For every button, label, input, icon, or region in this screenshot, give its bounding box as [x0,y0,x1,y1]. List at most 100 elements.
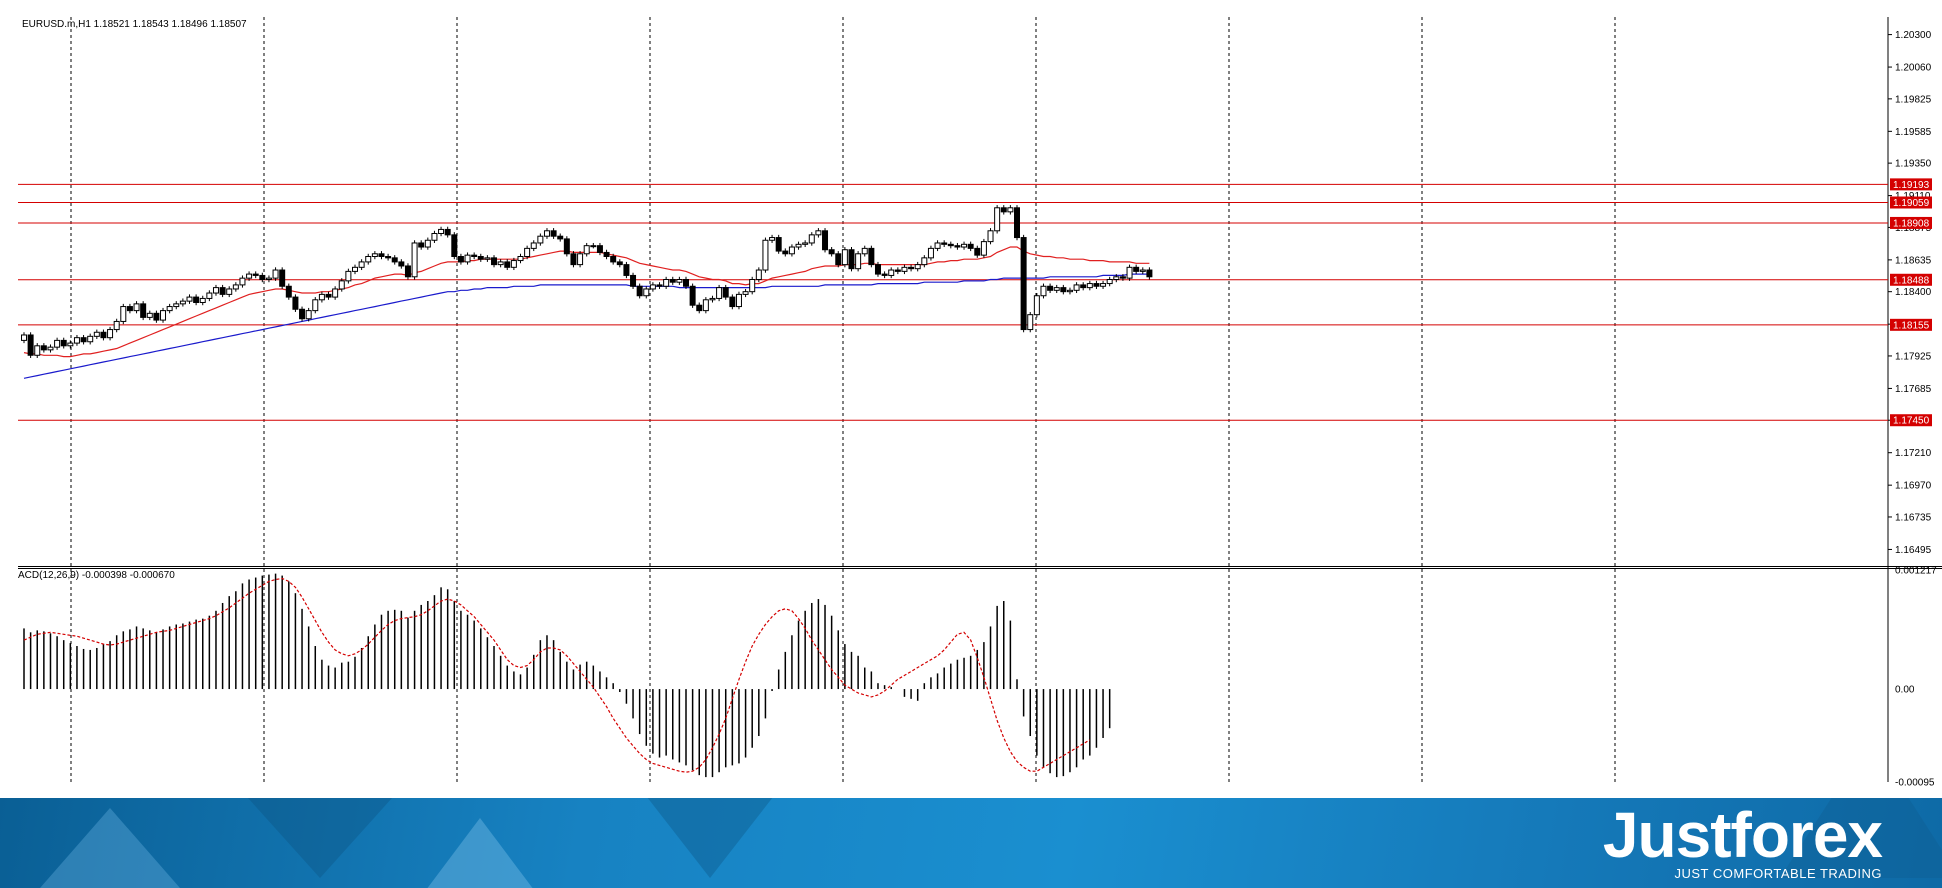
y-tick-label: 1.19825 [1895,94,1932,105]
candle-body [67,342,74,347]
candle-body [1014,207,1020,239]
candle-body [517,255,524,262]
candle-body [431,232,438,241]
candle-body [140,303,147,318]
candle-body [1060,287,1067,293]
candle-body [179,300,186,305]
justforex-logo: Justforex [1602,799,1883,871]
y-tick-label: 1.17210 [1895,448,1932,459]
candle-body [636,285,643,297]
candle-body [729,296,736,308]
candle-body [921,257,928,266]
candle-body [656,284,663,287]
candle-body [1047,285,1054,291]
candle-body [563,238,570,255]
candle-body [1073,284,1080,291]
level-price-badge [1890,414,1932,427]
candle-body [676,278,683,283]
candle-body [795,243,802,248]
candle-body [974,247,981,256]
y-tick-label: 1.16495 [1895,545,1932,556]
level-price-label: 1.18488 [1893,275,1930,286]
y-tick-label: 1.20300 [1895,30,1932,41]
candle-body [457,255,464,263]
level-price-badge [1890,178,1932,191]
y-tick-label: 1.19585 [1895,127,1932,138]
candle-body [477,255,484,260]
candle-body [802,242,809,245]
indicator-info: ACD(12,26,9) -0.000398 -0.000670 [18,570,175,581]
candle-body [1007,207,1014,213]
candle-body [1126,266,1133,279]
candle-body [497,261,504,266]
y-tick-label: 1.19350 [1895,159,1932,170]
candle-body [1139,269,1146,272]
candle-body [1119,276,1126,279]
y-tick-label: 1.16735 [1895,512,1932,523]
candle-body [947,243,954,247]
candle-body [1000,207,1007,213]
candle-body [292,296,299,310]
candle-body [855,253,862,270]
chart-area[interactable]: 1.20300 1.20060 1.19825 1.19585 1.19350 1.191… [0,0,1942,798]
candle-body [689,285,696,306]
level-price-label: 1.18908 [1893,218,1930,229]
candle-body [371,253,378,257]
candle-body [212,287,219,294]
candle-body [735,293,742,308]
brand-slogan: JUST COMFORTABLE TRADING [1674,866,1882,881]
y-tick-label: 1.17925 [1895,351,1932,362]
candle-body [219,287,226,295]
candle-body [557,235,564,240]
candle-body [352,266,358,272]
candle-body [749,278,756,293]
indicator-tick-label: 0.00 [1895,685,1915,696]
candle-body [590,245,597,248]
level-price-label: 1.17450 [1893,416,1930,427]
candle-body [107,329,114,339]
indicator-tick-label: -0.00095 [1895,778,1935,789]
symbol-info: EURUSD.m,H1 1.18521 1.18543 1.18496 1.18… [22,19,247,30]
candle-body [808,234,815,244]
candle-body [239,277,246,286]
candle-body [1093,283,1100,287]
candle-body [1106,278,1113,285]
candle-body [908,266,915,270]
candle-body [901,266,908,272]
candle-body [80,337,87,343]
level-price-badge [1890,318,1932,331]
candle-body [524,247,531,257]
candle-body [828,249,835,255]
candle-body [299,308,306,320]
candle-body [868,247,875,266]
candle-body [649,284,656,290]
candle-body [616,261,623,266]
candle-body [166,306,173,312]
candle-body [1033,295,1040,316]
candle-body [345,270,352,282]
candle-body [583,245,590,255]
candle-body [285,285,292,298]
candle-body [788,246,795,255]
y-tick-label: 1.16970 [1895,481,1932,492]
candle-body [1113,276,1120,280]
candle-body [815,230,822,236]
candle-body [199,297,206,304]
brand-banner: Justforex JUST COMFORTABLE TRADING [0,798,1942,888]
candle-body [848,249,855,270]
level-price-label: 1.19059 [1893,198,1930,209]
candle-body [146,312,153,318]
candle-body [954,245,961,248]
candle-body [398,261,405,267]
candle-body [696,304,703,312]
candle-body [160,310,167,321]
level-price-badge [1890,216,1932,229]
candle-body [934,242,941,249]
candle-body [21,334,27,341]
moving-average-fast [23,246,1150,358]
candle-body [643,288,650,297]
candle-body [504,261,511,268]
candle-body [894,269,901,272]
level-price-label: 1.19193 [1893,180,1930,191]
candle-body [769,237,776,241]
